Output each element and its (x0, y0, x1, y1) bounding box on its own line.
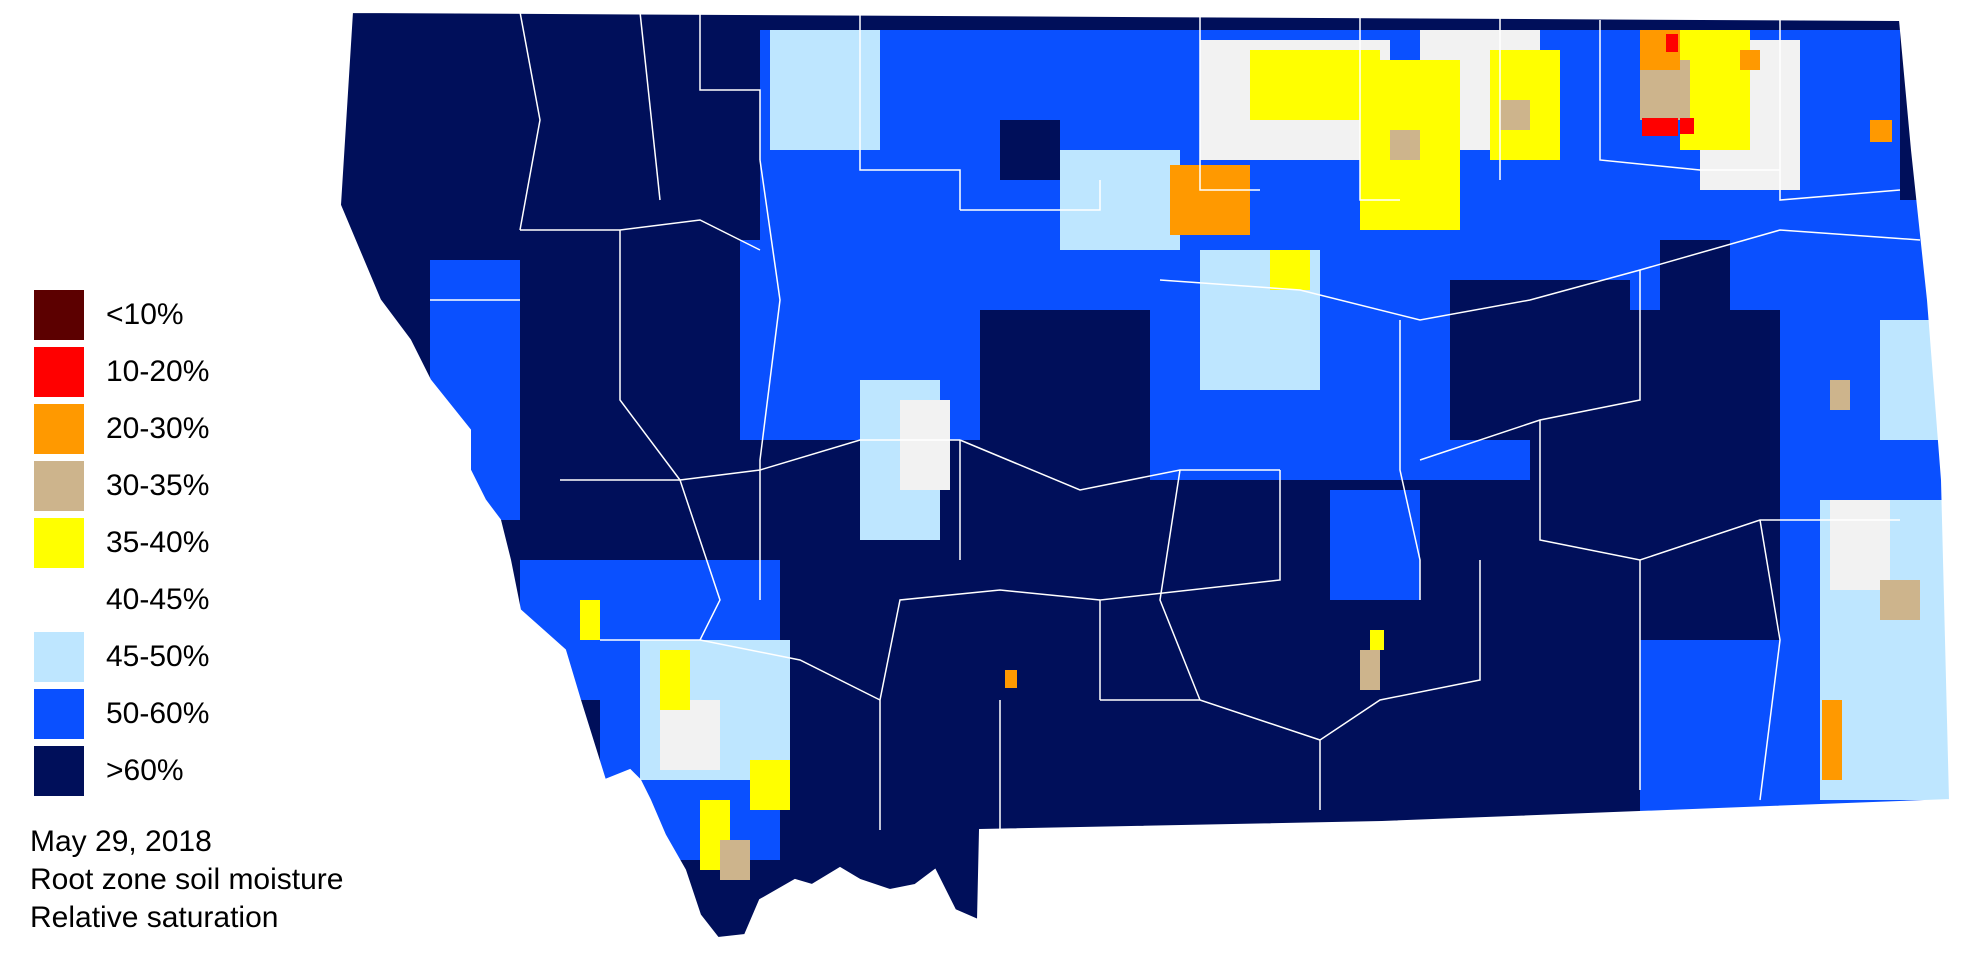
legend-item: <10% (34, 290, 354, 342)
patch-45-50 (1060, 150, 1180, 250)
patch-40-45 (1830, 500, 1890, 590)
patch-35-40 (750, 760, 790, 810)
caption-title: Root zone soil moisture (30, 863, 344, 896)
patch-gt60 (1000, 120, 1060, 180)
patch-45-50 (1880, 320, 1940, 440)
patch-30-35 (1880, 580, 1920, 620)
legend-swatch (34, 461, 84, 511)
legend-label: 35-40% (106, 526, 210, 559)
legend-swatch (34, 575, 84, 625)
map-caption: May 29, 2018 Root zone soil moisture Rel… (30, 823, 343, 937)
legend-item: >60% (34, 746, 354, 798)
legend-swatch (34, 518, 84, 568)
legend-label: 40-45% (106, 583, 210, 616)
patch-30-35 (1390, 130, 1420, 160)
patch-35-40 (1270, 250, 1310, 290)
legend-swatch (34, 746, 84, 796)
patch-35-40 (580, 600, 600, 640)
legend-item: 45-50% (34, 632, 354, 684)
legend-label: 10-20% (106, 355, 210, 388)
patch-30-35 (1500, 100, 1530, 130)
legend-swatch (34, 290, 84, 340)
caption-subtitle: Relative saturation (30, 901, 279, 934)
patch-gt60 (1450, 280, 1630, 440)
legend-label: 50-60% (106, 697, 210, 730)
legend-label: 30-35% (106, 469, 210, 502)
legend-item: 10-20% (34, 347, 354, 399)
legend-item: 30-35% (34, 461, 354, 513)
patch-40-45 (660, 700, 720, 770)
legend-label: <10% (106, 298, 184, 331)
patch-35-40 (1250, 50, 1380, 120)
legend-label: 20-30% (106, 412, 210, 445)
legend-item: 40-45% (34, 575, 354, 627)
legend-item: 35-40% (34, 518, 354, 570)
legend-item: 20-30% (34, 404, 354, 456)
patch-30-35 (1830, 380, 1850, 410)
patch-20-30 (1822, 700, 1842, 780)
patch-20-30 (1870, 120, 1892, 142)
legend-label: >60% (106, 754, 184, 787)
legend-item: 50-60% (34, 689, 354, 741)
patch-gt60 (1660, 240, 1730, 360)
patch-10-20 (1680, 118, 1694, 134)
moisture-patches (430, 30, 1950, 880)
patch-45-50 (770, 30, 880, 150)
caption-date: May 29, 2018 (30, 825, 212, 858)
legend-swatch (34, 347, 84, 397)
patch-20-30 (1170, 165, 1250, 235)
county-boundaries (430, 12, 1921, 830)
patch-20-30 (1005, 670, 1017, 688)
legend-swatch (34, 689, 84, 739)
patch-35-40 (1370, 630, 1384, 650)
patch-10-20 (1666, 34, 1678, 52)
patch-50-60 (1330, 490, 1420, 600)
patch-40-45 (900, 400, 950, 490)
legend-swatch (34, 632, 84, 682)
patch-30-35 (1360, 650, 1380, 690)
legend: <10% 10-20% 20-30% 30-35% 35-40% 40-45% … (34, 290, 354, 803)
patch-20-30 (1740, 50, 1760, 70)
patch-30-35 (720, 840, 750, 880)
legend-label: 45-50% (106, 640, 210, 673)
patch-10-20 (1642, 118, 1678, 136)
patch-35-40 (660, 650, 690, 710)
legend-swatch (34, 404, 84, 454)
